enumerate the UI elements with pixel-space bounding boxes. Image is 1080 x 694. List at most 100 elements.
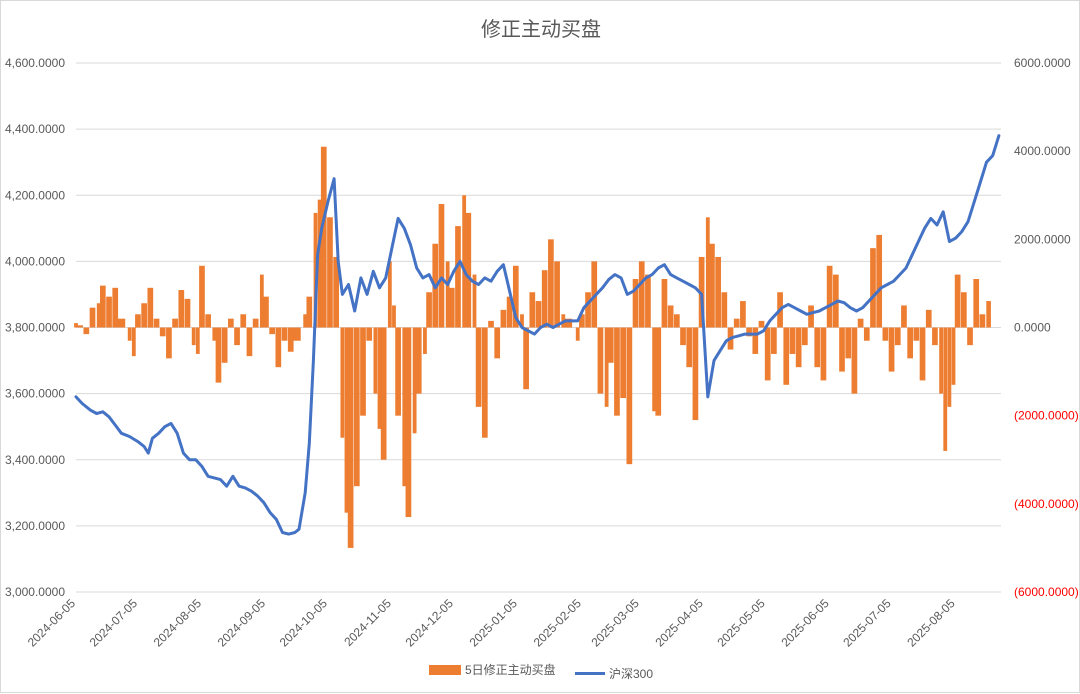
x-tick-label: 2025-06-05 xyxy=(778,596,832,650)
right-tick-label: (4000.0000) xyxy=(1014,497,1079,511)
bar xyxy=(795,327,802,368)
right-tick-label: 6000.0000 xyxy=(1014,56,1071,70)
bar xyxy=(919,327,926,381)
bar xyxy=(141,303,147,328)
bar xyxy=(191,327,196,346)
line-path xyxy=(74,134,1001,536)
left-axis-ticks: 4,600.0000 4,400.0000 4,200.0000 4,000.0000… xyxy=(5,56,65,599)
bar xyxy=(979,314,986,328)
bar xyxy=(360,327,366,416)
x-tick-label: 2024-09-05 xyxy=(215,596,269,650)
bar xyxy=(733,318,740,328)
bar xyxy=(715,256,721,328)
line-swatch-icon xyxy=(575,671,605,675)
left-tick-label: 3,000.0000 xyxy=(5,585,65,599)
bar xyxy=(74,323,78,328)
bar xyxy=(783,327,790,385)
bar xyxy=(269,327,275,335)
bar xyxy=(857,318,864,328)
bar xyxy=(808,305,814,328)
right-axis-ticks: 6000.0000 4000.0000 2000.0000 0.0000 (2000.0… xyxy=(1014,56,1079,599)
bar xyxy=(579,314,585,328)
bar xyxy=(212,327,217,341)
bar xyxy=(494,327,501,359)
right-tick-label: 0.0000 xyxy=(1014,321,1051,335)
bar xyxy=(246,327,253,357)
bar xyxy=(195,327,200,354)
bar xyxy=(240,314,247,328)
bar xyxy=(907,327,914,359)
chart-title: 修正主动买盘 xyxy=(481,17,601,41)
bar xyxy=(802,327,808,346)
x-tick-label: 2025-03-05 xyxy=(588,596,642,650)
bar xyxy=(317,199,322,328)
bar xyxy=(845,327,852,359)
bar xyxy=(340,327,345,438)
bar xyxy=(520,314,524,328)
bar xyxy=(863,327,870,341)
bar xyxy=(960,292,967,328)
bar xyxy=(705,217,710,328)
x-axis-ticks: 2024-06-05 2024-07-05 2024-08-05 2024-09-05… xyxy=(25,596,958,650)
bar xyxy=(153,318,160,328)
bar xyxy=(117,318,126,328)
bar xyxy=(562,318,573,328)
bar xyxy=(392,305,396,328)
bar xyxy=(851,327,858,394)
bar xyxy=(709,243,715,328)
bar xyxy=(426,292,432,328)
bar xyxy=(199,265,205,328)
bar xyxy=(475,327,482,407)
bar xyxy=(764,327,771,381)
bar xyxy=(771,327,777,354)
bar xyxy=(632,279,639,328)
bar xyxy=(523,327,529,390)
x-tick-label: 2024-10-05 xyxy=(277,596,331,650)
x-tick-label: 2025-07-05 xyxy=(840,596,894,650)
bar xyxy=(228,318,234,328)
bar xyxy=(448,287,455,328)
bar xyxy=(83,327,90,335)
bar xyxy=(215,327,222,383)
bar xyxy=(535,301,542,328)
bar xyxy=(947,327,952,407)
bar xyxy=(184,298,191,328)
x-tick-label: 2025-08-05 xyxy=(904,596,958,650)
bar xyxy=(554,261,560,328)
bar xyxy=(673,314,680,328)
left-tick-label: 4,600.0000 xyxy=(5,56,65,70)
bar xyxy=(758,320,765,328)
bar xyxy=(692,327,699,421)
bar xyxy=(472,274,477,328)
bar-series xyxy=(74,146,991,548)
bar xyxy=(481,327,488,438)
x-tick-label: 2025-01-05 xyxy=(467,596,521,650)
bar xyxy=(306,296,313,328)
bar xyxy=(344,327,349,513)
bar xyxy=(275,327,282,368)
bar xyxy=(925,309,932,328)
bar xyxy=(178,290,185,328)
bar xyxy=(529,292,536,328)
x-tick-label: 2024-08-05 xyxy=(151,596,205,650)
left-tick-label: 3,400.0000 xyxy=(5,453,65,467)
bar xyxy=(506,296,513,328)
bar xyxy=(826,265,833,328)
legend: 5日修正主动买盘 沪深300 xyxy=(1,661,1080,682)
legend-item-line: 沪深300 xyxy=(575,665,653,682)
x-tick-label: 2024-11-05 xyxy=(341,596,394,649)
x-tick-label: 2025-04-05 xyxy=(652,596,706,650)
bar xyxy=(281,327,288,341)
bar xyxy=(77,325,83,328)
bar xyxy=(752,327,759,354)
bar xyxy=(967,327,973,346)
bar xyxy=(112,287,119,328)
bar xyxy=(626,327,633,465)
bar xyxy=(415,327,422,394)
bar xyxy=(438,204,445,328)
bar xyxy=(541,270,548,328)
bar xyxy=(412,327,417,434)
bar xyxy=(876,234,883,328)
